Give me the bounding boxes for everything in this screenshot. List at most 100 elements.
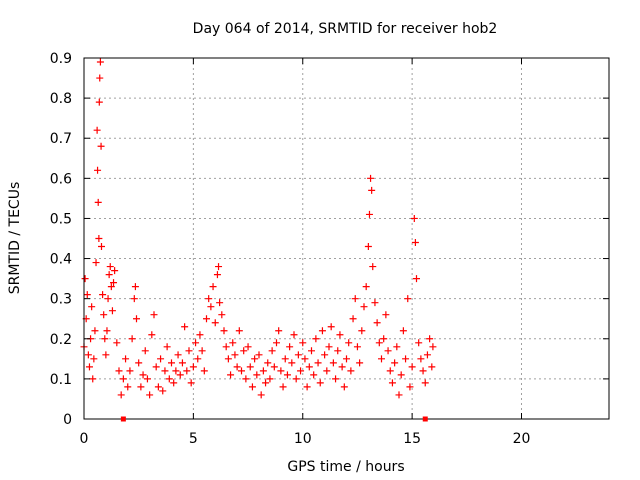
data-point bbox=[101, 335, 109, 343]
data-point bbox=[205, 295, 213, 303]
data-point bbox=[84, 351, 92, 359]
axis-marker bbox=[422, 416, 428, 422]
data-point bbox=[227, 371, 235, 379]
data-point bbox=[95, 235, 103, 242]
data-point bbox=[150, 311, 158, 319]
data-point bbox=[358, 327, 366, 335]
data-point bbox=[246, 363, 254, 371]
data-point bbox=[275, 327, 283, 335]
data-point bbox=[248, 383, 256, 391]
data-point bbox=[95, 98, 103, 106]
data-point bbox=[277, 367, 285, 375]
data-point bbox=[428, 363, 436, 371]
y-tick-label: 0.4 bbox=[50, 252, 72, 268]
data-point bbox=[253, 371, 261, 379]
data-point bbox=[410, 214, 418, 222]
data-point bbox=[183, 367, 191, 375]
data-point bbox=[270, 363, 278, 371]
data-point bbox=[292, 375, 300, 383]
data-point bbox=[371, 299, 379, 307]
data-point bbox=[178, 359, 186, 367]
data-point bbox=[397, 371, 405, 379]
data-point bbox=[288, 359, 296, 367]
data-point bbox=[143, 375, 151, 383]
data-point bbox=[126, 367, 134, 375]
data-point bbox=[429, 343, 437, 351]
data-point bbox=[233, 363, 241, 371]
data-point bbox=[159, 387, 167, 395]
data-point bbox=[130, 295, 138, 303]
data-point bbox=[369, 263, 377, 271]
data-point bbox=[279, 383, 287, 391]
data-points bbox=[80, 58, 437, 399]
data-point bbox=[321, 351, 329, 359]
data-point bbox=[96, 58, 104, 66]
data-point bbox=[338, 363, 346, 371]
data-point bbox=[356, 359, 364, 367]
data-point bbox=[97, 142, 105, 150]
chart-title: Day 064 of 2014, SRMTID for receiver hob… bbox=[193, 21, 498, 37]
data-point bbox=[131, 283, 139, 291]
data-point bbox=[336, 331, 344, 339]
data-point bbox=[373, 319, 381, 327]
data-point bbox=[170, 379, 178, 387]
data-point bbox=[413, 275, 420, 283]
data-point bbox=[216, 299, 224, 307]
data-point bbox=[312, 335, 320, 343]
data-point bbox=[417, 355, 425, 363]
data-point bbox=[262, 379, 270, 387]
data-point bbox=[85, 363, 93, 371]
data-point bbox=[308, 347, 315, 355]
data-point bbox=[375, 339, 383, 347]
data-point bbox=[194, 355, 202, 363]
data-point bbox=[378, 355, 385, 363]
x-tick-label: 0 bbox=[80, 431, 89, 447]
data-point bbox=[391, 359, 399, 367]
data-point bbox=[124, 383, 132, 391]
data-point bbox=[340, 383, 348, 391]
data-point bbox=[128, 335, 136, 343]
data-point bbox=[157, 355, 165, 363]
y-tick-label: 0.8 bbox=[50, 91, 72, 107]
data-point bbox=[332, 375, 340, 383]
data-point bbox=[235, 327, 243, 335]
data-point bbox=[146, 391, 154, 399]
data-point bbox=[220, 327, 228, 335]
y-tick-label: 0.6 bbox=[50, 171, 72, 187]
data-point bbox=[329, 359, 337, 367]
data-point bbox=[360, 303, 368, 311]
x-axis-label: GPS time / hours bbox=[287, 459, 404, 475]
data-point bbox=[91, 327, 99, 335]
data-point bbox=[187, 379, 195, 387]
data-point bbox=[172, 367, 180, 375]
data-point bbox=[215, 263, 223, 271]
data-point bbox=[386, 367, 394, 375]
data-point bbox=[259, 367, 267, 375]
data-point bbox=[257, 391, 265, 399]
y-tick-label: 0.9 bbox=[50, 51, 72, 67]
y-tick-label: 0.2 bbox=[50, 332, 72, 348]
data-point bbox=[209, 283, 217, 291]
data-point bbox=[196, 331, 204, 339]
data-point bbox=[310, 371, 318, 379]
data-point bbox=[83, 291, 91, 299]
data-point bbox=[266, 375, 274, 383]
data-point bbox=[408, 363, 416, 371]
x-axis-ticks: 0 5 10 15 20 bbox=[80, 58, 530, 447]
data-point bbox=[421, 379, 429, 387]
data-point bbox=[314, 359, 322, 367]
data-point bbox=[168, 359, 175, 367]
data-point bbox=[268, 347, 276, 355]
data-point bbox=[411, 239, 419, 247]
data-point bbox=[283, 371, 291, 379]
data-point bbox=[117, 391, 125, 399]
data-point bbox=[115, 367, 123, 375]
data-point bbox=[94, 198, 102, 206]
data-point bbox=[211, 319, 219, 327]
data-point bbox=[240, 347, 248, 355]
data-point bbox=[93, 126, 101, 134]
axis-marker bbox=[120, 416, 126, 422]
data-point bbox=[334, 347, 342, 355]
data-point bbox=[384, 347, 392, 355]
